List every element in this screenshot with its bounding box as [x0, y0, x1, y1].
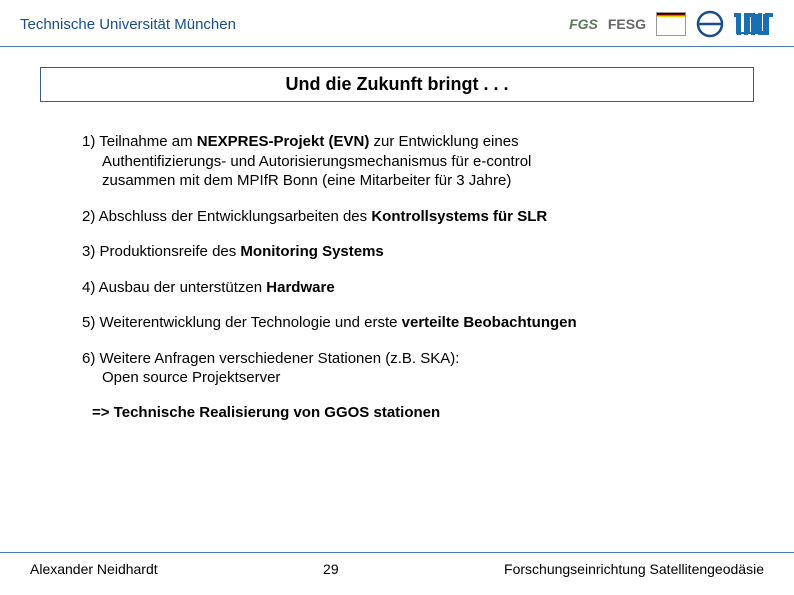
text: 3) Produktionsreife des	[82, 243, 240, 260]
footer-author: Alexander Neidhardt	[30, 561, 158, 577]
slide-footer: Alexander Neidhardt 29 Forschungseinrich…	[0, 552, 794, 577]
text: 6) Weitere Anfragen verschiedener Statio…	[82, 350, 459, 367]
text-bold: von GGOS stationen	[293, 404, 440, 421]
slide-header: Technische Universität München FGS FESG	[0, 0, 794, 47]
title-bar: Und die Zukunft bringt . . .	[40, 67, 754, 102]
globe-icon	[696, 10, 724, 38]
text: 1) Teilnahme am	[82, 133, 197, 150]
bundesamt-logo	[656, 12, 686, 36]
list-item: 5) Weiterentwicklung der Technologie und…	[82, 313, 724, 333]
fgs-logo: FGS	[569, 16, 598, 32]
list-item: 6) Weitere Anfragen verschiedener Statio…	[82, 349, 724, 388]
text-bold: Monitoring Systems	[240, 243, 383, 260]
text-bold: Kontrollsystems für SLR	[371, 208, 547, 225]
logo-row: FGS FESG	[569, 10, 774, 38]
text: zur Entwicklung eines	[369, 133, 518, 150]
footer-organization: Forschungseinrichtung Satellitengeodäsie	[504, 561, 764, 577]
text: zusammen mit dem MPIfR Bonn (eine Mitarb…	[82, 171, 724, 191]
text-bold: => Technische Realisierung	[92, 404, 293, 421]
slide-title: Und die Zukunft bringt . . .	[286, 74, 509, 94]
fesg-logo: FESG	[608, 16, 646, 32]
content-area: 1) Teilnahme am NEXPRES-Projekt (EVN) zu…	[0, 102, 794, 421]
tum-logo	[734, 12, 774, 36]
list-item: 4) Ausbau der unterstützen Hardware	[82, 278, 724, 298]
text-bold: verteilte Beobachtungen	[402, 314, 577, 331]
text: 2) Abschluss der Entwicklungsarbeiten de…	[82, 208, 371, 225]
university-name: Technische Universität München	[20, 16, 236, 33]
text: 4) Ausbau der unterstützen	[82, 279, 266, 296]
text-bold: NEXPRES-Projekt (EVN)	[197, 133, 370, 150]
text-bold: Hardware	[266, 279, 334, 296]
conclusion: => Technische Realisierung von GGOS stat…	[82, 404, 724, 421]
text: 5) Weiterentwicklung der Technologie und…	[82, 314, 402, 331]
list-item: 3) Produktionsreife des Monitoring Syste…	[82, 242, 724, 262]
text: Authentifizierungs- und Autorisierungsme…	[82, 152, 724, 172]
list-item: 2) Abschluss der Entwicklungsarbeiten de…	[82, 207, 724, 227]
footer-page-number: 29	[323, 561, 339, 577]
text: Open source Projektserver	[82, 368, 724, 388]
list-item: 1) Teilnahme am NEXPRES-Projekt (EVN) zu…	[82, 132, 724, 191]
